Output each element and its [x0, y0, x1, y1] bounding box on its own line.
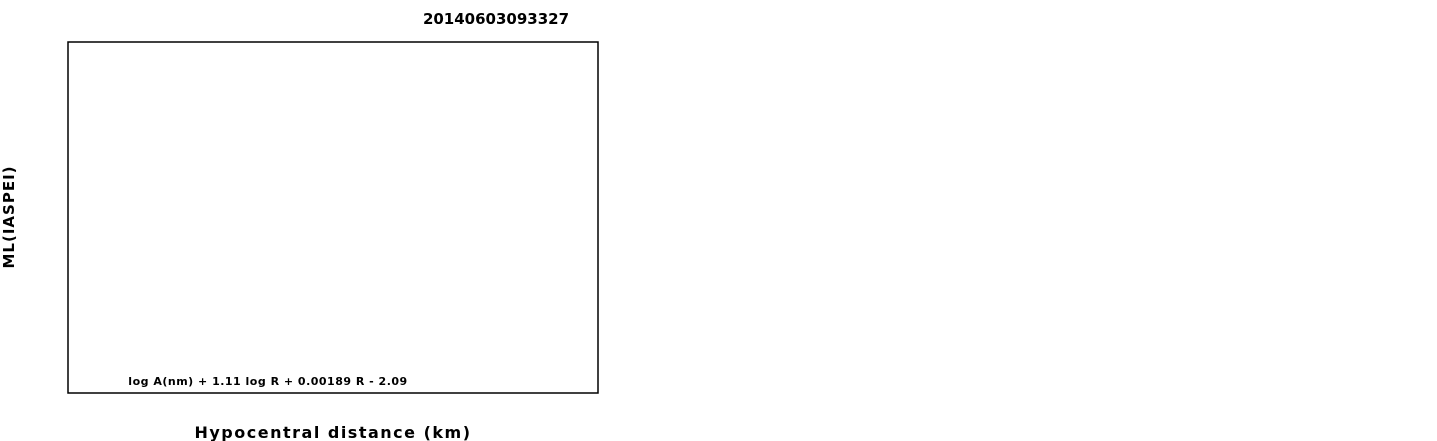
- event-id-title: 20140603093327: [423, 10, 569, 28]
- ml-plot-frame: [67, 41, 599, 394]
- ml-x-axis-label: Hypocentral distance (km): [194, 423, 471, 441]
- ml-formula-annotation: log A(nm) + 1.11 log R + 0.00189 R - 2.0…: [128, 375, 407, 388]
- ml-y-axis-label: ML(IASPEI): [0, 165, 18, 268]
- ml-vs-distance-panel: Hypocentral distance (km) ML(IASPEI) log…: [0, 41, 599, 441]
